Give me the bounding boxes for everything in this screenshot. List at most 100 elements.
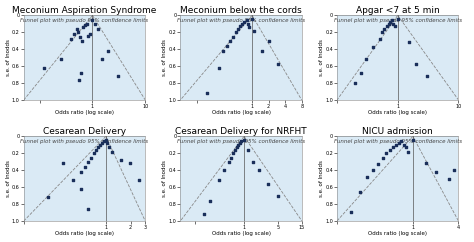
Text: Funnel plot with pseudo 95% confidence limits: Funnel plot with pseudo 95% confidence l… [177, 139, 305, 144]
Point [237, 139, 245, 143]
Point [221, 168, 228, 172]
Point [98, 141, 106, 145]
Point [432, 170, 439, 174]
Point [238, 22, 246, 26]
Point [404, 150, 411, 153]
Point [370, 168, 377, 172]
Point [89, 18, 96, 22]
Point [73, 27, 81, 31]
Point [240, 20, 247, 24]
Point [231, 148, 239, 152]
Y-axis label: s.e. of lnodds: s.e. of lnodds [162, 160, 167, 197]
Point [57, 57, 64, 61]
Point [67, 37, 75, 41]
Point [104, 49, 112, 53]
Point [135, 178, 142, 182]
Point [378, 30, 386, 34]
X-axis label: Odds ratio (log scale): Odds ratio (log scale) [211, 231, 271, 236]
Point [100, 139, 108, 143]
Point [405, 40, 412, 44]
Point [87, 156, 95, 160]
Point [250, 29, 258, 32]
Y-axis label: s.e. of lnodds: s.e. of lnodds [6, 160, 10, 197]
Point [390, 22, 397, 26]
Point [450, 168, 457, 172]
Point [363, 57, 370, 61]
Point [234, 27, 242, 31]
Point [275, 62, 283, 66]
Point [446, 177, 453, 181]
Title: Cesarean Delivery for NRFHT: Cesarean Delivery for NRFHT [175, 127, 307, 136]
Y-axis label: s.e. of lnodds: s.e. of lnodds [162, 39, 167, 76]
Point [386, 148, 394, 152]
Point [236, 141, 244, 145]
Point [255, 168, 263, 172]
Point [412, 62, 420, 66]
Point [86, 32, 93, 36]
Point [381, 27, 388, 31]
Point [229, 35, 237, 39]
Point [90, 151, 97, 155]
Text: Funnel plot with pseudo 95% confidence limits: Funnel plot with pseudo 95% confidence l… [334, 139, 462, 144]
Point [84, 34, 92, 38]
Point [265, 39, 273, 43]
Point [376, 37, 383, 41]
Point [374, 162, 382, 166]
Point [240, 138, 248, 142]
Point [40, 66, 48, 70]
Point [385, 22, 392, 26]
Point [357, 71, 365, 75]
Point [243, 18, 251, 22]
Point [84, 160, 91, 164]
Point [206, 199, 214, 203]
Point [274, 194, 282, 197]
Point [215, 178, 222, 182]
Point [423, 161, 430, 165]
Point [69, 178, 77, 182]
Point [392, 143, 400, 147]
Point [223, 44, 231, 48]
Point [235, 143, 242, 147]
Point [389, 145, 397, 149]
Point [81, 23, 88, 27]
Point [84, 207, 91, 211]
Point [352, 81, 359, 85]
Point [105, 145, 113, 149]
Point [391, 24, 399, 28]
Point [402, 145, 410, 149]
Point [203, 91, 211, 95]
Point [245, 22, 252, 26]
Title: NICU admission: NICU admission [362, 127, 433, 136]
Point [395, 141, 403, 145]
X-axis label: Odds ratio (log scale): Odds ratio (log scale) [368, 231, 427, 236]
X-axis label: Odds ratio (log scale): Odds ratio (log scale) [368, 110, 427, 115]
Point [226, 39, 234, 43]
Point [356, 190, 364, 194]
Y-axis label: s.e. of lnodds: s.e. of lnodds [6, 39, 10, 76]
Point [127, 161, 134, 165]
Point [383, 151, 390, 155]
Text: Funnel plot with pseudo 95% confidence limits: Funnel plot with pseudo 95% confidence l… [177, 18, 305, 23]
Title: Meconium below the cords: Meconium below the cords [180, 6, 302, 15]
Point [264, 182, 271, 186]
Point [409, 138, 417, 142]
X-axis label: Odds ratio (log scale): Odds ratio (log scale) [55, 110, 114, 115]
Point [70, 32, 78, 36]
Point [109, 150, 116, 153]
Point [236, 24, 244, 28]
Point [232, 30, 239, 34]
Point [398, 139, 405, 143]
Point [383, 24, 391, 28]
Point [219, 49, 227, 53]
Point [77, 71, 85, 75]
Point [423, 74, 431, 78]
Point [387, 20, 394, 24]
Point [102, 138, 109, 142]
Point [75, 78, 83, 82]
Point [79, 25, 87, 29]
Y-axis label: s.e. of lnodds: s.e. of lnodds [319, 160, 324, 197]
Point [76, 35, 84, 39]
Point [77, 187, 85, 191]
Point [94, 27, 101, 31]
Point [59, 161, 67, 165]
